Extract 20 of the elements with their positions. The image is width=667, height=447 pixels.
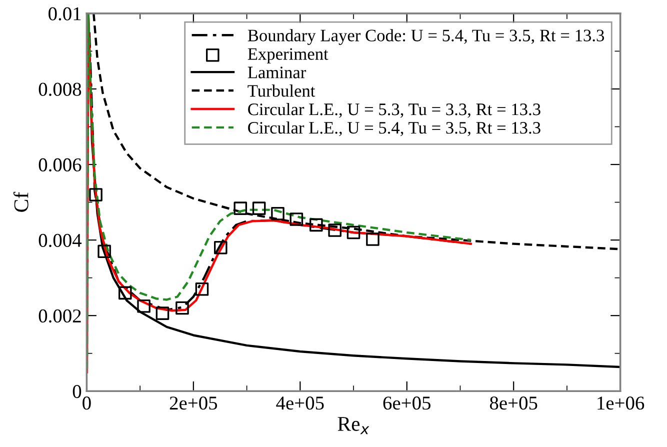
legend-label: Boundary Layer Code: U = 5.4, Tu = 3.5, Rt = 13.3 — [248, 29, 604, 45]
x-tick-label: 1e+06 — [598, 396, 644, 410]
legend-label: Experiment — [248, 48, 328, 64]
legend-label: Laminar — [248, 66, 306, 78]
x-tick-label: 2e+05 — [170, 396, 218, 410]
legend-label: Turbulent — [248, 84, 316, 97]
y-tick-label: 0.002 — [38, 309, 81, 323]
y-axis-title: Cf — [13, 192, 28, 212]
y-tick-label: 0.008 — [38, 82, 82, 96]
x-tick-label: 8e+05 — [490, 396, 538, 410]
y-tick-label: 0.006 — [38, 158, 82, 172]
legend-label: Circular L.E., U = 5.4, Tu = 3.5, Rt = 13.3 — [248, 121, 540, 136]
legend-label: Circular L.E., U = 5.3, Tu = 3.3, Rt = 13.3 — [248, 103, 540, 118]
x-tick-label: 6e+05 — [383, 396, 430, 410]
x-tick-label: 0 — [82, 396, 91, 410]
y-tick-label: 0 — [72, 384, 82, 398]
x-tick-label: 4e+05 — [276, 396, 324, 410]
y-tick-label: 0.01 — [48, 7, 81, 20]
x-axis-title: Re$_{x}$ — [338, 417, 370, 434]
y-tick-label: 0.004 — [38, 234, 82, 248]
